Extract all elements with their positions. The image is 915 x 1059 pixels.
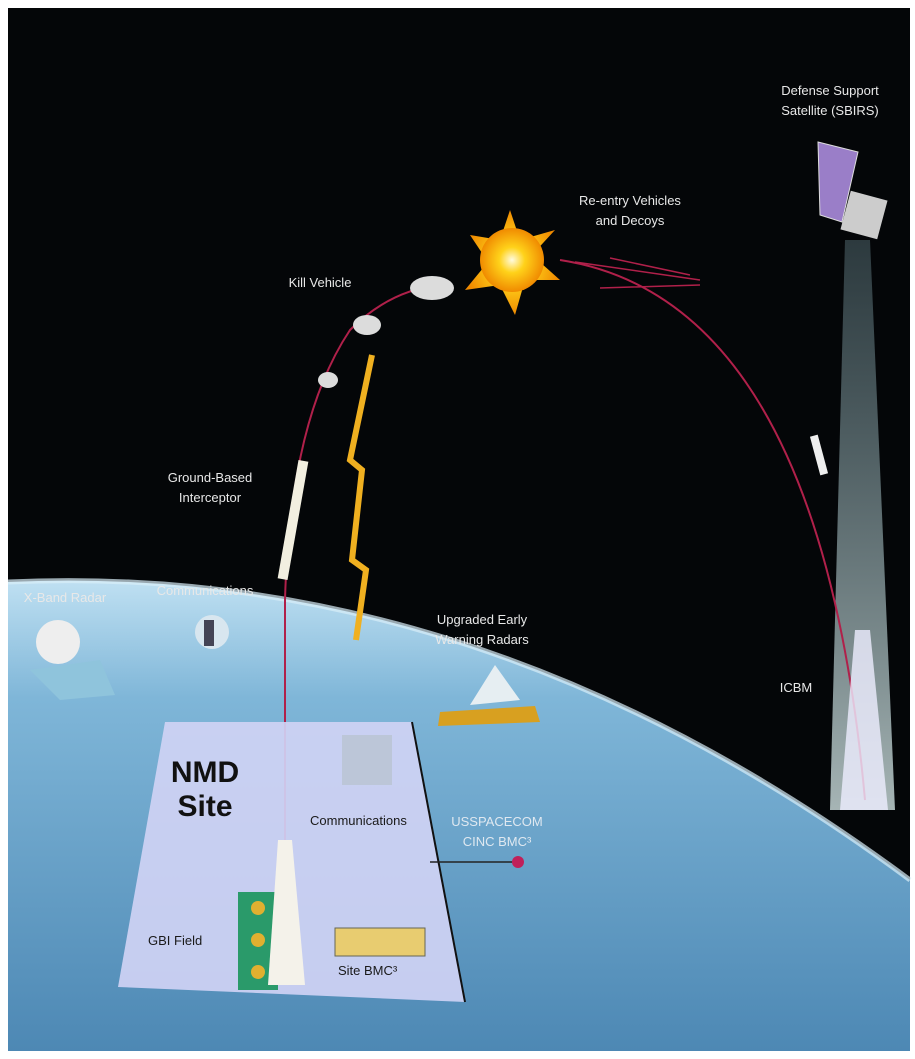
intercept-blast-core: [480, 228, 544, 292]
site-bmc-building: [335, 928, 425, 956]
connector-node: [512, 856, 524, 868]
site-comm-station: [342, 735, 392, 785]
comm-station: [195, 615, 229, 649]
label: CINC BMC³: [463, 834, 532, 849]
label: Ground-Based: [168, 470, 253, 485]
label: Satellite (SBIRS): [781, 103, 879, 118]
label: ICBM: [780, 680, 813, 695]
label: Warning Radars: [435, 632, 529, 647]
label: GBI Field: [148, 933, 202, 948]
label: Communications: [157, 583, 254, 598]
site-title: NMD: [171, 756, 239, 789]
label: Kill Vehicle: [289, 275, 352, 290]
label: and Decoys: [596, 213, 665, 228]
label: Interceptor: [179, 490, 242, 505]
silos: [251, 901, 265, 979]
label: Communications: [310, 813, 407, 828]
label: X-Band Radar: [24, 590, 107, 605]
label: Upgraded Early: [437, 612, 528, 627]
diagram: Defense Support Satellite (SBIRS) Re-ent…: [0, 0, 915, 1059]
label: Site BMC³: [338, 963, 398, 978]
label: Re-entry Vehicles: [579, 193, 681, 208]
label: Defense Support: [781, 83, 879, 98]
label: USSPACECOM: [451, 814, 543, 829]
site-title: Site: [177, 790, 232, 823]
